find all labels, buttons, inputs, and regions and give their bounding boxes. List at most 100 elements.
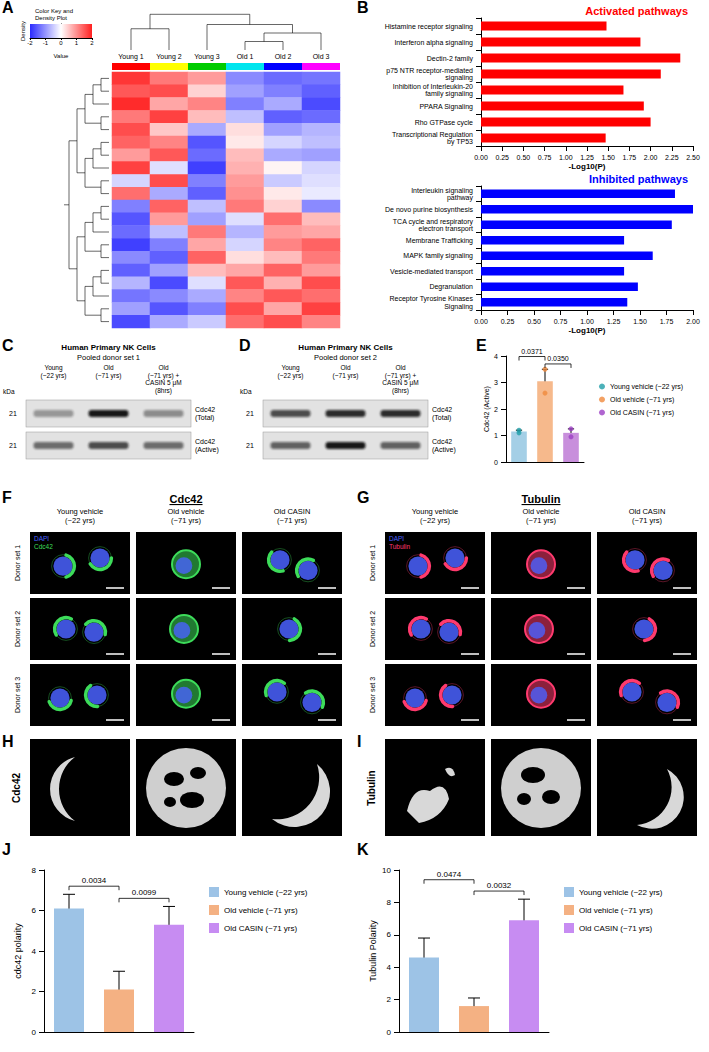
svg-text:(Active): (Active) (195, 446, 219, 454)
svg-text:21: 21 (246, 410, 254, 417)
svg-text:1.00: 1.00 (559, 154, 573, 161)
svg-text:0.00: 0.00 (474, 318, 488, 325)
svg-text:Human Primary NK Cells: Human Primary NK Cells (298, 343, 393, 352)
svg-text:Donor set 2: Donor set 2 (14, 611, 21, 647)
svg-text:(8hrs): (8hrs) (392, 387, 409, 395)
svg-text:Old: Old (103, 364, 114, 371)
svg-text:(~71 yrs): (~71 yrs) (277, 516, 307, 525)
svg-text:0: 0 (59, 40, 63, 46)
svg-text:Old vehicle (~71 yrs): Old vehicle (~71 yrs) (610, 396, 674, 404)
svg-text:0.00: 0.00 (474, 154, 488, 161)
svg-text:(~22 yrs): (~22 yrs) (278, 372, 304, 380)
svg-text:0: 0 (387, 1028, 392, 1037)
svg-text:(Total): (Total) (432, 414, 451, 422)
svg-text:Pooled donor set 2: Pooled donor set 2 (314, 353, 377, 362)
svg-text:8: 8 (387, 898, 392, 907)
svg-text:Donor set 3: Donor set 3 (14, 677, 21, 713)
svg-text:signaling: signaling (445, 74, 473, 82)
svg-text:Cdc42: Cdc42 (195, 406, 215, 413)
svg-text:Old: Old (340, 364, 351, 371)
svg-text:0.0099: 0.0099 (132, 888, 157, 897)
svg-text:Tubulin Polarity: Tubulin Polarity (368, 920, 378, 982)
svg-text:1.75: 1.75 (660, 318, 674, 325)
svg-text:0.0350: 0.0350 (547, 355, 569, 362)
svg-text:0.25: 0.25 (501, 318, 515, 325)
svg-text:0.50: 0.50 (517, 154, 531, 161)
svg-text:Human Primary NK Cells: Human Primary NK Cells (61, 343, 156, 352)
svg-text:Old CASIN (~71 yrs): Old CASIN (~71 yrs) (224, 924, 297, 933)
svg-text:2.25: 2.25 (665, 154, 679, 161)
svg-text:Tubulin: Tubulin (389, 543, 410, 550)
svg-text:Tubulin: Tubulin (522, 493, 561, 505)
svg-text:0: 0 (494, 459, 498, 466)
svg-text:by TP53: by TP53 (447, 138, 473, 146)
svg-text:Young vehicle (~22 yrs): Young vehicle (~22 yrs) (579, 888, 663, 897)
svg-text:Membrane Trafficking: Membrane Trafficking (406, 237, 473, 245)
svg-text:Old 1: Old 1 (237, 53, 254, 60)
svg-text:Cdc42 (Active): Cdc42 (Active) (483, 386, 491, 432)
svg-text:0.0474: 0.0474 (437, 870, 462, 879)
svg-text:Cdc42: Cdc42 (169, 493, 202, 505)
svg-text:Young vehicle (~22 yrs): Young vehicle (~22 yrs) (610, 383, 683, 391)
svg-text:0.0034: 0.0034 (82, 876, 107, 885)
svg-text:kDa: kDa (3, 388, 15, 395)
svg-text:2.00: 2.00 (644, 154, 658, 161)
svg-text:1.50: 1.50 (601, 154, 615, 161)
svg-text:Tubulin: Tubulin (366, 770, 377, 805)
svg-text:Vesicle-mediated transport: Vesicle-mediated transport (390, 268, 473, 276)
svg-text:6: 6 (387, 930, 392, 939)
svg-text:0.0032: 0.0032 (487, 881, 512, 890)
svg-text:0.75: 0.75 (554, 318, 568, 325)
svg-text:Color Key and: Color Key and (35, 8, 73, 14)
svg-text:Young vehicle (~22 yrs): Young vehicle (~22 yrs) (224, 888, 308, 897)
svg-text:Interferon alpha signaling: Interferon alpha signaling (394, 39, 473, 47)
svg-text:Degranulation: Degranulation (429, 283, 473, 291)
svg-text:2.00: 2.00 (686, 318, 700, 325)
svg-text:Signaling: Signaling (444, 303, 473, 311)
svg-text:Density: Density (20, 21, 26, 41)
svg-text:1.75: 1.75 (623, 154, 637, 161)
svg-text:(~22 yrs): (~22 yrs) (41, 372, 67, 380)
svg-text:Old 3: Old 3 (313, 53, 330, 60)
svg-text:4: 4 (32, 947, 37, 956)
svg-text:Value: Value (54, 53, 70, 59)
svg-text:Pooled donor set 1: Pooled donor set 1 (77, 353, 140, 362)
svg-text:-Log10(P): -Log10(P) (569, 326, 606, 335)
svg-text:Old CASIN (~71 yrs): Old CASIN (~71 yrs) (610, 409, 674, 417)
svg-text:Inhibited pathways: Inhibited pathways (589, 173, 688, 185)
svg-text:1.25: 1.25 (607, 318, 621, 325)
svg-text:2: 2 (32, 987, 37, 996)
svg-text:2.50: 2.50 (686, 154, 700, 161)
svg-text:4: 4 (494, 353, 498, 360)
svg-text:Young 3: Young 3 (194, 53, 220, 61)
svg-text:DAPI: DAPI (34, 535, 49, 542)
svg-text:kDa: kDa (240, 388, 252, 395)
svg-text:family signaling: family signaling (425, 90, 473, 98)
svg-text:Dectin-2 family: Dectin-2 family (427, 55, 474, 63)
svg-text:Cdc42: Cdc42 (11, 773, 22, 803)
svg-text:Cdc42: Cdc42 (432, 438, 452, 445)
svg-text:2: 2 (387, 995, 392, 1004)
svg-text:(~71 yrs): (~71 yrs) (171, 516, 201, 525)
svg-text:0.25: 0.25 (495, 154, 509, 161)
svg-text:(~71 yrs): (~71 yrs) (96, 372, 122, 380)
svg-text:electron transport: electron transport (419, 225, 474, 233)
svg-text:(8hrs): (8hrs) (155, 387, 172, 395)
svg-text:Young 1: Young 1 (118, 53, 144, 61)
svg-text:De novo purine biosynthesis: De novo purine biosynthesis (385, 206, 473, 214)
svg-text:(~22 yrs): (~22 yrs) (420, 516, 450, 525)
svg-text:(~22 yrs): (~22 yrs) (65, 516, 95, 525)
svg-text:Cdc42: Cdc42 (195, 438, 215, 445)
svg-text:0.0371: 0.0371 (521, 348, 543, 355)
svg-text:Old: Old (395, 364, 406, 371)
svg-text:-Log10(P): -Log10(P) (569, 162, 606, 171)
svg-text:0.50: 0.50 (527, 318, 541, 325)
svg-text:0: 0 (32, 1028, 37, 1037)
svg-text:PPARA Signaling: PPARA Signaling (419, 103, 473, 111)
svg-text:Cdc42: Cdc42 (34, 543, 53, 550)
svg-text:Density Plot: Density Plot (35, 15, 67, 21)
svg-text:(Active): (Active) (432, 446, 456, 454)
svg-text:21: 21 (9, 410, 17, 417)
svg-text:MAPK family signaling: MAPK family signaling (403, 252, 473, 260)
svg-text:DAPI: DAPI (389, 535, 404, 542)
